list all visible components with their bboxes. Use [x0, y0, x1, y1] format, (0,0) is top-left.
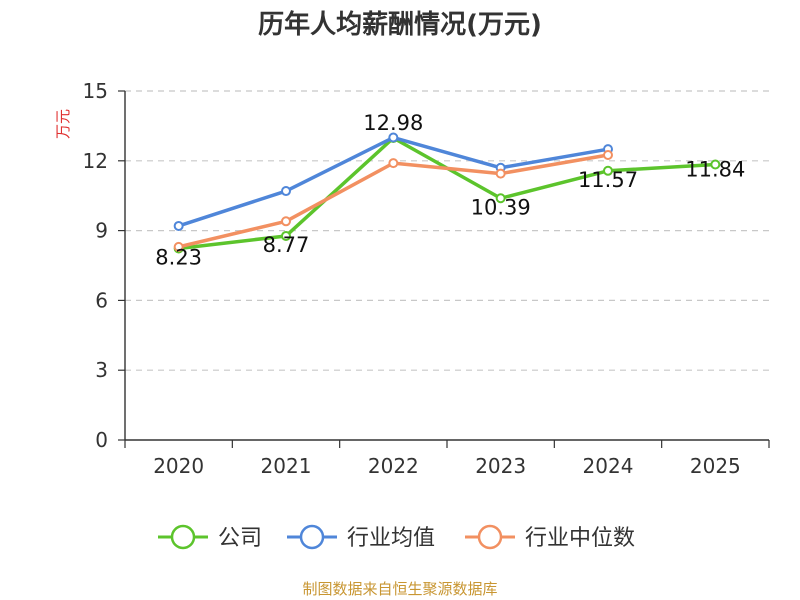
x-tick-label: 2023: [475, 454, 526, 478]
data-point: [388, 158, 399, 169]
data-point: [710, 159, 721, 170]
x-tick-label: 2020: [153, 454, 204, 478]
legend-label: 公司: [218, 526, 262, 551]
data-point: [495, 193, 506, 204]
y-tick-label: 15: [83, 79, 108, 103]
x-tick-label: 2021: [261, 454, 312, 478]
data-point: [281, 216, 291, 227]
data-labels: 8.23 8.77 12.98 10.39 11.57 11.84: [155, 111, 745, 270]
data-label: 10.39: [471, 195, 531, 219]
axes: 0 3 6 9 12 15 2020 2021 2022 2023 2024 2025: [83, 79, 770, 478]
legend-item-2: 行业中位数: [465, 524, 635, 551]
data-label: 12.98: [363, 111, 423, 135]
data-point: [281, 230, 291, 241]
data-label: 8.77: [263, 233, 310, 257]
legend-item-1: 行业均值: [287, 524, 435, 551]
series-line-2: [176, 153, 610, 249]
source-note: 制图数据来自恒生聚源数据库: [302, 580, 497, 598]
x-tick-label: 2022: [368, 454, 419, 478]
data-point: [173, 241, 184, 252]
legend-swatch-marker: [477, 524, 503, 550]
y-axis-label: 万元: [54, 109, 72, 139]
x-tick-label: 2024: [583, 454, 634, 478]
y-tick-label: 3: [95, 358, 108, 382]
data-point: [603, 165, 613, 176]
legend-swatch-marker: [170, 524, 196, 550]
legend-item-0: 公司: [158, 524, 262, 551]
series-line-1: [176, 135, 610, 228]
gridlines: [125, 90, 769, 371]
x-tick-label: 2025: [690, 454, 741, 478]
y-tick-label: 6: [95, 288, 108, 312]
data-label: 11.84: [685, 158, 745, 182]
legend-label: 行业均值: [347, 526, 435, 551]
legend-label: 行业中位数: [525, 526, 635, 551]
y-tick-label: 9: [95, 219, 108, 243]
data-point: [173, 220, 184, 231]
data-point: [603, 149, 613, 160]
data-label: 11.57: [578, 168, 638, 192]
legend: 公司 行业均值 行业中位数: [158, 524, 635, 551]
data-label: 8.23: [155, 246, 202, 270]
legend-swatch-marker: [299, 524, 325, 550]
chart-title: 历年人均薪酬情况(万元): [258, 9, 542, 40]
series-line-0: [176, 136, 718, 251]
y-tick-label: 12: [83, 149, 108, 173]
data-point: [281, 186, 291, 197]
series-group: [173, 132, 721, 254]
data-point: [495, 168, 506, 179]
y-tick-label: 0: [95, 428, 108, 452]
data-point: [388, 132, 399, 143]
